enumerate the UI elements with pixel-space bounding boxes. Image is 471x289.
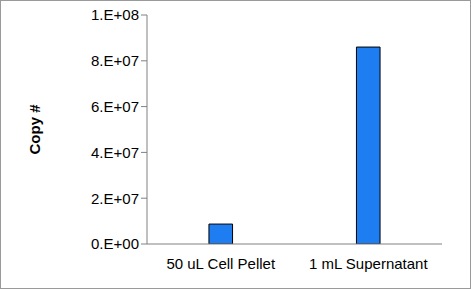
svg-text:6.E+07: 6.E+07 xyxy=(91,98,139,115)
svg-text:Copy #: Copy # xyxy=(26,104,43,155)
svg-text:4.E+07: 4.E+07 xyxy=(91,144,139,161)
svg-text:8.E+07: 8.E+07 xyxy=(91,52,139,69)
svg-text:50 uL Cell Pellet: 50 uL Cell Pellet xyxy=(166,255,276,272)
svg-text:1.E+08: 1.E+08 xyxy=(91,6,139,23)
svg-text:0.E+00: 0.E+00 xyxy=(91,235,139,252)
svg-text:1 mL Supernatant: 1 mL Supernatant xyxy=(309,255,429,272)
svg-text:2.E+07: 2.E+07 xyxy=(91,190,139,207)
